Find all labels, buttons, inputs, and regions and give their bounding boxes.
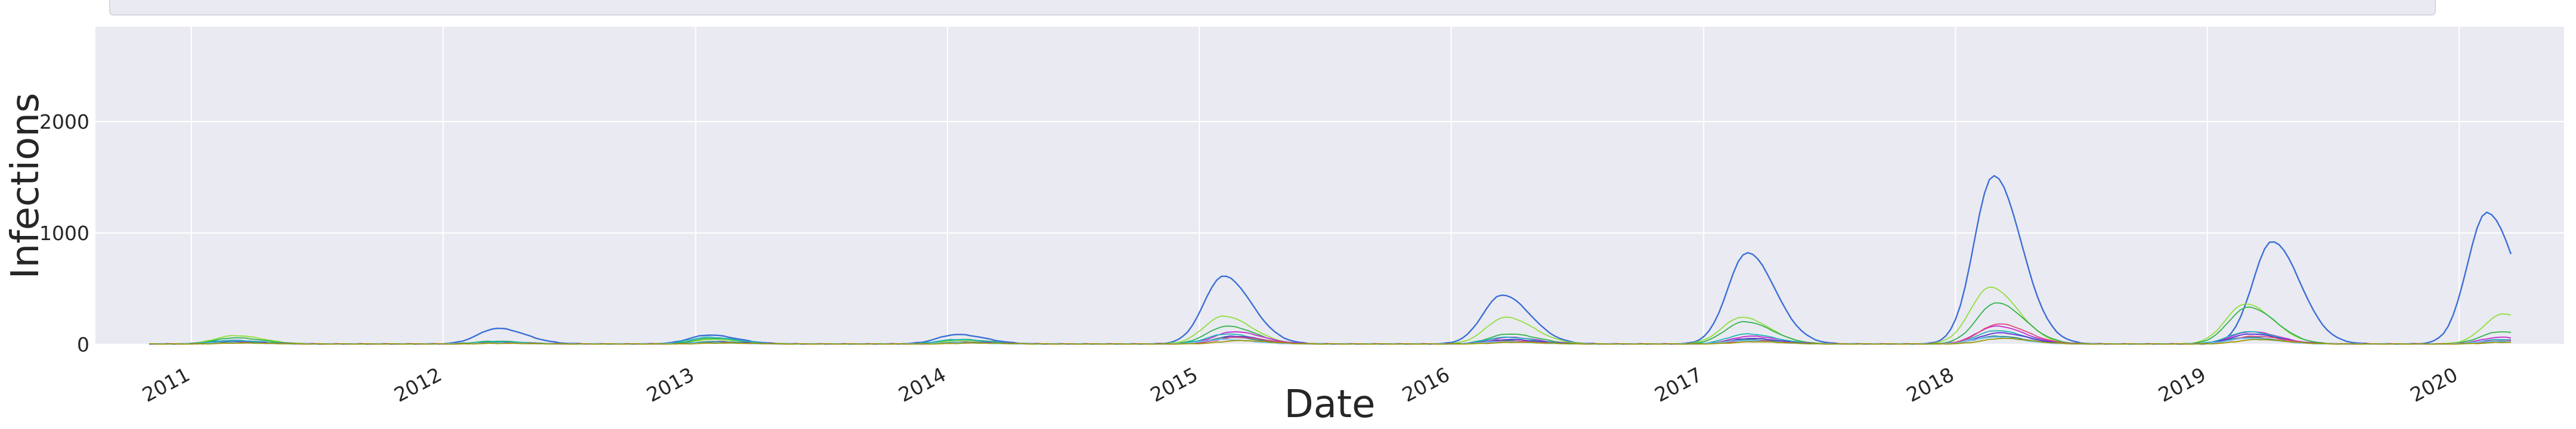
x-tick-label: 2014 [894, 363, 949, 407]
x-tick-label: 2016 [1398, 363, 1453, 407]
legend-box [109, 0, 2436, 15]
y-axis-title: Infections [4, 93, 48, 279]
y-tick-label: 2000 [39, 110, 89, 133]
series-lines [149, 175, 2512, 345]
x-axis-title: Date [1284, 383, 1376, 427]
x-tick-label: 2019 [2154, 363, 2209, 407]
x-tick-label: 2015 [1147, 363, 1202, 407]
x-tick-label: 2020 [2406, 363, 2461, 407]
plot-area [95, 27, 2564, 344]
x-tick-label: 2013 [643, 363, 698, 407]
series-line-10 [149, 338, 2511, 345]
x-tick-label: 2018 [1903, 363, 1958, 407]
y-tick-label: 1000 [39, 222, 89, 245]
x-tick-label: 2011 [138, 363, 193, 407]
x-tick-label: 2012 [390, 363, 445, 407]
y-tick-label: 0 [77, 333, 89, 356]
x-tick-label: 2017 [1651, 363, 1705, 407]
